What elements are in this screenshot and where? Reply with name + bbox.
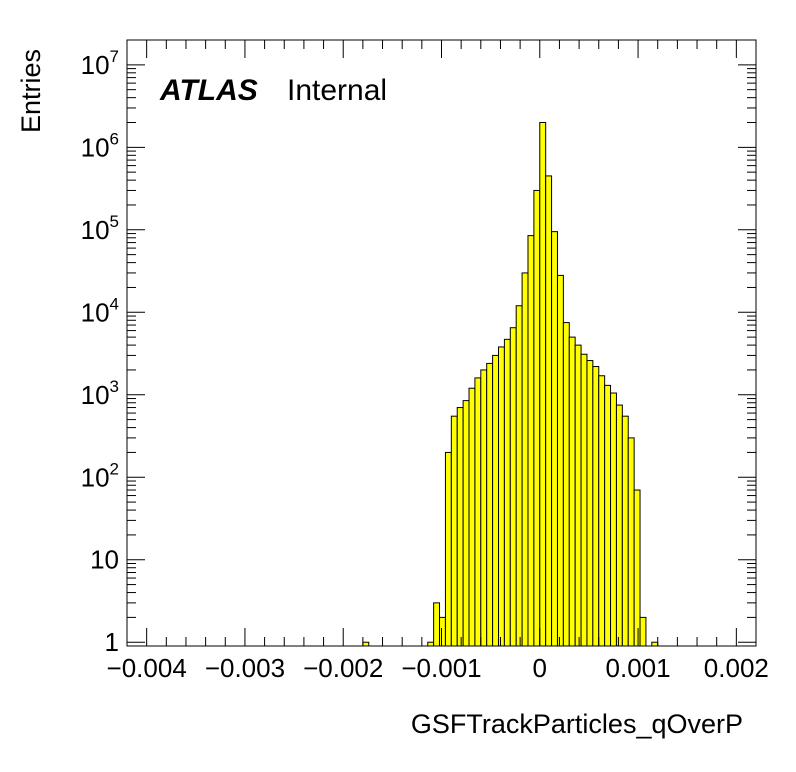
histogram-bin <box>556 274 564 647</box>
histogram-bin <box>545 175 553 647</box>
histogram-bin <box>621 415 629 647</box>
histogram-bin <box>574 344 582 647</box>
histogram-bin <box>627 437 635 647</box>
histogram-bin <box>604 384 612 647</box>
histogram-bin <box>444 451 452 647</box>
y-tick-label: 10 <box>90 545 119 575</box>
x-tick-label: 0.002 <box>704 653 769 683</box>
plot-frame <box>126 39 757 647</box>
histogram-bin <box>610 392 617 647</box>
histogram-bin <box>468 387 476 647</box>
histogram-bin <box>551 231 558 647</box>
histogram-bin <box>427 641 435 647</box>
y-tick-label: 107 <box>81 47 119 80</box>
histogram-bin <box>592 366 600 647</box>
y-axis-title: Entries <box>16 49 46 133</box>
histogram-bin <box>439 616 446 647</box>
histogram-bin <box>474 377 482 647</box>
atlas-label: ATLAS <box>159 74 258 107</box>
histogram-bin <box>533 189 541 647</box>
histogram-bin <box>503 338 511 647</box>
histogram-bin <box>515 305 523 647</box>
y-tick-label: 106 <box>81 129 119 162</box>
y-tick-label: 105 <box>81 212 119 245</box>
histogram-bin <box>651 641 659 647</box>
histogram-bin <box>492 354 500 647</box>
histogram-bin <box>521 272 529 647</box>
x-axis-title: GSFTrackParticles_qOverP <box>411 709 743 739</box>
histogram-bin <box>362 641 370 647</box>
histogram-bin <box>539 121 547 647</box>
x-tick-label: −0.003 <box>205 653 285 683</box>
histogram-bin <box>527 235 535 647</box>
histogram-bin <box>639 616 647 647</box>
internal-label: Internal <box>287 74 387 107</box>
x-tick-label: −0.001 <box>401 653 481 683</box>
histogram-bin <box>433 602 441 647</box>
histogram-bin <box>586 360 594 647</box>
histogram-bin <box>486 362 494 647</box>
x-tick-label: 0.001 <box>606 653 671 683</box>
histogram-bin <box>615 404 623 647</box>
histogram-bin <box>633 489 641 647</box>
x-tick-label: −0.004 <box>107 653 187 683</box>
histogram-bin <box>480 369 488 647</box>
histogram-bin <box>509 327 517 647</box>
histogram-bin <box>450 415 458 647</box>
histogram-bin <box>462 400 470 647</box>
histogram-bin <box>568 336 576 647</box>
x-tick-label: 0 <box>533 653 547 683</box>
histogram-bin <box>598 375 606 647</box>
y-tick-label: 104 <box>81 294 119 327</box>
histogram-bin <box>498 346 505 647</box>
y-tick-label: 103 <box>81 377 119 410</box>
major-ticks <box>127 40 756 646</box>
histogram-bin <box>580 353 588 647</box>
x-tick-label: −0.002 <box>303 653 383 683</box>
x-tick-labels: −0.004 −0.003 −0.002 −0.001 0 0.001 0.002 <box>107 653 769 683</box>
y-tick-labels: 1 10 102 103 104 105 106 107 <box>81 47 119 657</box>
histogram-bin <box>562 322 570 647</box>
histogram-bin <box>456 407 464 647</box>
y-tick-label: 1 <box>105 627 119 657</box>
y-tick-label: 102 <box>81 459 119 492</box>
